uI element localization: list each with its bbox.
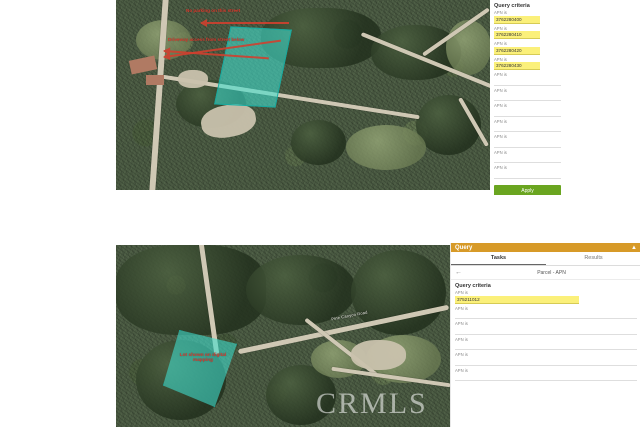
graded-pad (351, 340, 406, 370)
criteria-field-label: APN is (494, 10, 507, 15)
criteria-field-label: APN is (494, 25, 507, 31)
bottom-apn-input-3[interactable] (455, 342, 637, 350)
criteria-field: APN is 3762280420 (490, 41, 565, 57)
criteria-field: APN is 3762280430 (490, 57, 565, 73)
top-apn-input-7[interactable] (494, 124, 561, 132)
annotation-arrow (200, 19, 289, 27)
criteria-field-label: APN is (494, 165, 507, 170)
criteria-title-bottom: Query criteria (455, 283, 491, 289)
criteria-field-list-top: APN is 3762280400 APN is 3762280410 APN is 37… (490, 10, 565, 181)
tree-canopy (116, 245, 266, 335)
criteria-field-label: APN is (455, 321, 468, 326)
criteria-field: APN is 375211012 (451, 290, 640, 306)
top-apn-input-1[interactable]: 3762280410 (494, 31, 540, 39)
criteria-field: APN is 3762280410 (490, 26, 565, 42)
query-panel-title: Query (455, 244, 473, 251)
tree-canopy (416, 95, 481, 155)
apply-button[interactable]: Apply (494, 184, 561, 195)
arrow-left-icon[interactable]: ← (455, 269, 462, 276)
criteria-field: APN is 3762280400 (490, 10, 565, 26)
criteria-field: APN is (490, 150, 565, 166)
top-apn-input-0[interactable]: 3762280400 (494, 15, 540, 24)
top-apn-input-4[interactable] (494, 77, 561, 86)
criteria-field-label: APN is (455, 305, 468, 311)
query-panel-header[interactable]: Query ▲ (451, 243, 640, 252)
map-annotation-0: Lot shown on digital mapping (179, 353, 227, 364)
top-apn-input-2[interactable]: 3762280420 (494, 46, 540, 55)
breadcrumb: ← Parcel - APN (451, 266, 640, 280)
criteria-field: APN is (490, 119, 565, 135)
criteria-field-label: APN is (455, 367, 468, 373)
top-apn-input-6[interactable] (494, 108, 561, 117)
criteria-field-label: APN is (494, 41, 507, 46)
top-apn-input-10[interactable] (494, 170, 561, 179)
criteria-field: APN is (490, 72, 565, 88)
breadcrumb-label: Parcel - APN (537, 269, 566, 276)
tree-canopy (291, 120, 346, 165)
criteria-field-label: APN is (494, 134, 507, 139)
criteria-field-label: APN is (494, 72, 507, 77)
criteria-field: APN is (490, 88, 565, 104)
bottom-apn-input-2[interactable] (455, 326, 637, 335)
building-roof (146, 75, 164, 85)
tree-canopy (246, 255, 356, 325)
tab-results[interactable]: Results (584, 255, 603, 261)
criteria-field-label: APN is (494, 118, 507, 124)
top-apn-input-8[interactable] (494, 139, 561, 148)
criteria-field-label: APN is (455, 352, 468, 357)
aerial-parcel-map-bottom[interactable]: Lot shown on digital mapping Pine Canyon… (116, 245, 450, 427)
criteria-field: APN is (490, 165, 565, 181)
map-annotation-1: Driveway access from street below (168, 37, 245, 42)
bottom-apn-input-4[interactable] (455, 357, 637, 366)
criteria-title-top: Query criteria (494, 3, 530, 9)
chevron-up-icon[interactable]: ▲ (631, 244, 637, 251)
scrub-vegetation (446, 20, 490, 75)
query-panel-tabs[interactable]: Tasks Results (451, 252, 640, 266)
criteria-field-label: APN is (455, 336, 468, 342)
criteria-field-label: APN is (455, 290, 468, 295)
criteria-field: APN is (490, 103, 565, 119)
graded-pad (178, 70, 208, 88)
bottom-apn-input-0[interactable]: 375211012 (455, 295, 579, 304)
criteria-field-label: APN is (494, 87, 507, 93)
criteria-field: APN is (451, 337, 640, 353)
map-annotation-0: No parking on this street (186, 8, 241, 13)
bottom-apn-input-5[interactable] (455, 373, 637, 381)
criteria-field: APN is (451, 321, 640, 337)
top-apn-input-9[interactable] (494, 155, 561, 163)
top-apn-input-5[interactable] (494, 93, 561, 101)
criteria-field: APN is (451, 352, 640, 368)
criteria-field: APN is (451, 368, 640, 384)
query-panel-bottom[interactable]: Query ▲ Tasks Results ← Parcel - APN Que… (450, 243, 640, 427)
tab-tasks[interactable]: Tasks (451, 252, 546, 265)
criteria-field-label: APN is (494, 149, 507, 155)
criteria-field: APN is (490, 134, 565, 150)
bottom-apn-input-1[interactable] (455, 311, 637, 319)
criteria-field-list-bottom: APN is 375211012 APN is APN is APN is APN is A… (451, 290, 640, 383)
query-panel-top[interactable]: Query criteria APN is 3762280400 APN is 376… (490, 0, 565, 195)
aerial-parcel-map-top[interactable]: No parking on this street Driveway acces… (116, 0, 490, 190)
criteria-field-label: APN is (494, 103, 507, 108)
criteria-field-label: APN is (494, 56, 507, 62)
criteria-field: APN is (451, 306, 640, 322)
top-apn-input-3[interactable]: 3762280430 (494, 62, 540, 70)
scrub-vegetation (346, 125, 426, 170)
